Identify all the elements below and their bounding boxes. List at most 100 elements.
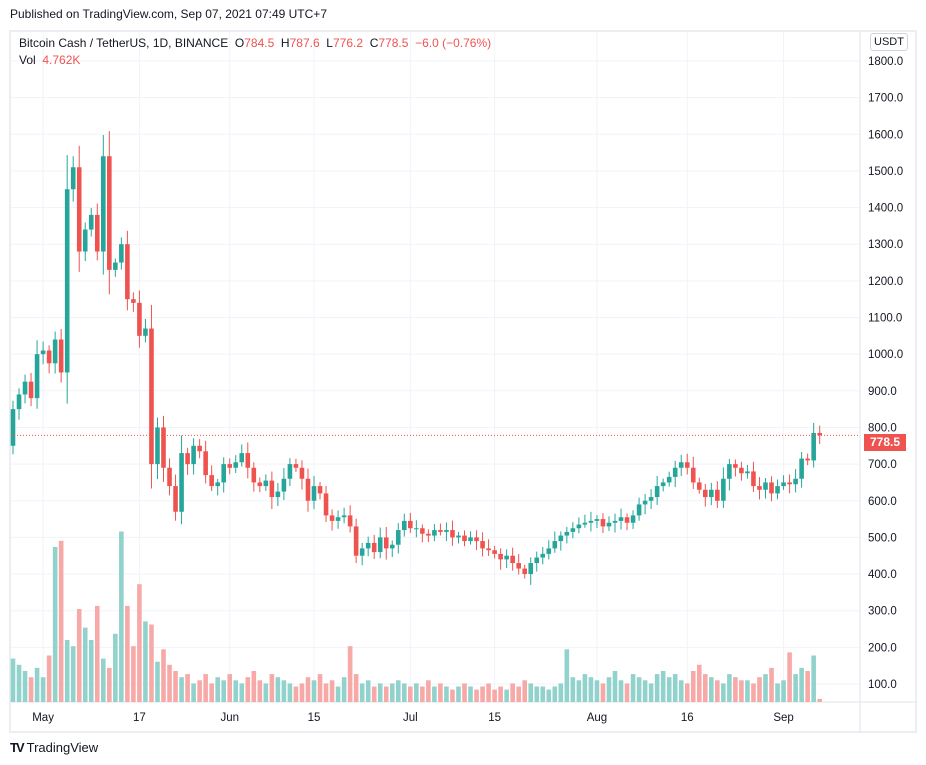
volume-bar <box>119 531 124 702</box>
candle-body <box>781 482 786 487</box>
candle-body <box>119 244 124 263</box>
candle-body <box>28 381 34 399</box>
candle-body <box>76 167 82 252</box>
candle-body <box>341 515 347 518</box>
brand-name: TradingView <box>26 740 99 755</box>
candle-body <box>155 427 160 465</box>
candle-body <box>179 453 184 512</box>
candle-body <box>438 530 443 532</box>
volume-bar <box>197 680 202 702</box>
candle-body <box>600 519 606 527</box>
candle-body <box>450 530 455 538</box>
volume-bar <box>64 640 70 702</box>
candle-body <box>576 524 582 529</box>
candle-body <box>113 262 118 270</box>
candle-body <box>636 504 642 516</box>
candle-body <box>414 528 419 530</box>
symbol-title[interactable]: Bitcoin Cash / TetherUS, 1D, BINANCE <box>19 36 229 50</box>
candle-body <box>34 354 40 399</box>
volume-bar <box>781 680 786 702</box>
volume-bar <box>672 674 678 702</box>
volume-bar <box>582 674 588 702</box>
candle-body <box>618 517 624 521</box>
candle-body <box>16 394 22 410</box>
candle-body <box>462 535 467 542</box>
volume-bar <box>618 680 624 702</box>
volume-bar <box>811 655 816 702</box>
candle-body <box>263 480 269 487</box>
candle-body <box>251 467 257 483</box>
candle-body <box>799 458 804 479</box>
volume-bar <box>516 686 521 702</box>
chart-frame[interactable] <box>9 30 917 733</box>
time-tick-label: May <box>32 712 54 724</box>
candle-body <box>504 555 509 560</box>
volume-bar <box>40 677 46 702</box>
candle-body <box>389 544 395 549</box>
volume-bar <box>329 680 335 702</box>
last-price-tag: 778.5 <box>864 434 907 451</box>
volume-bar <box>113 633 118 702</box>
candle-body <box>468 537 473 542</box>
candle-body <box>131 299 136 303</box>
candle-body <box>606 522 612 527</box>
volume-bar <box>468 686 473 702</box>
volume-bar <box>739 680 744 702</box>
volume-bar <box>817 698 822 702</box>
change-value: −6.0 (−0.76%) <box>415 36 492 50</box>
candle-body <box>245 453 251 468</box>
candle-body <box>329 515 335 521</box>
volume-bar <box>22 671 28 702</box>
candle-body <box>281 478 287 492</box>
candle-body <box>474 537 479 542</box>
volume-bar <box>751 683 756 702</box>
candle-body <box>353 526 359 556</box>
price-tick-label: 600.0 <box>868 496 897 508</box>
volume-bar <box>389 683 395 702</box>
candle-body <box>365 542 371 549</box>
candle-body <box>787 482 792 485</box>
candle-body <box>456 535 461 538</box>
tradingview-brand[interactable]: TV TradingView <box>10 740 98 755</box>
low-value: 776.2 <box>332 36 364 50</box>
volume-bar <box>666 677 672 702</box>
price-tick-label: 1800.0 <box>868 56 903 68</box>
volume-bar <box>715 680 720 702</box>
volume-bar <box>365 680 371 702</box>
candle-body <box>727 464 732 479</box>
candle-body <box>299 467 305 479</box>
volume-bar <box>125 605 130 702</box>
candle-body <box>492 550 497 554</box>
volume-bar <box>450 689 455 702</box>
price-tick-label: 800.0 <box>868 422 897 434</box>
volume-bar <box>787 652 792 702</box>
price-tick-label: 1100.0 <box>868 313 902 325</box>
price-tick-label: 1700.0 <box>868 93 903 105</box>
volume-bar <box>504 689 509 702</box>
volume-bar <box>576 680 582 702</box>
volume-bar <box>684 683 690 702</box>
candle-body <box>564 531 570 536</box>
price-tick-label: 1200.0 <box>868 276 903 288</box>
candle-body <box>82 229 88 252</box>
candle-body <box>221 464 226 483</box>
candle-body <box>558 535 564 542</box>
candle-body <box>191 445 196 465</box>
candle-body <box>690 467 696 483</box>
volume-bar <box>678 680 684 702</box>
candle-body <box>40 350 46 355</box>
candle-body <box>654 486 660 498</box>
currency-button[interactable]: USDT <box>870 33 908 51</box>
volume-bar <box>588 677 594 702</box>
volume-bar <box>275 677 281 702</box>
candle-body <box>167 467 172 487</box>
volume-bar <box>70 646 76 702</box>
candle-body <box>305 478 311 501</box>
published-caption: Published on TradingView.com, Sep 07, 20… <box>10 7 327 21</box>
candle-body <box>359 548 365 556</box>
tradingview-logo-icon: TV <box>10 740 25 755</box>
candle-body <box>22 381 28 395</box>
price-tick-label: 300.0 <box>868 606 897 618</box>
volume-bar <box>594 680 600 702</box>
